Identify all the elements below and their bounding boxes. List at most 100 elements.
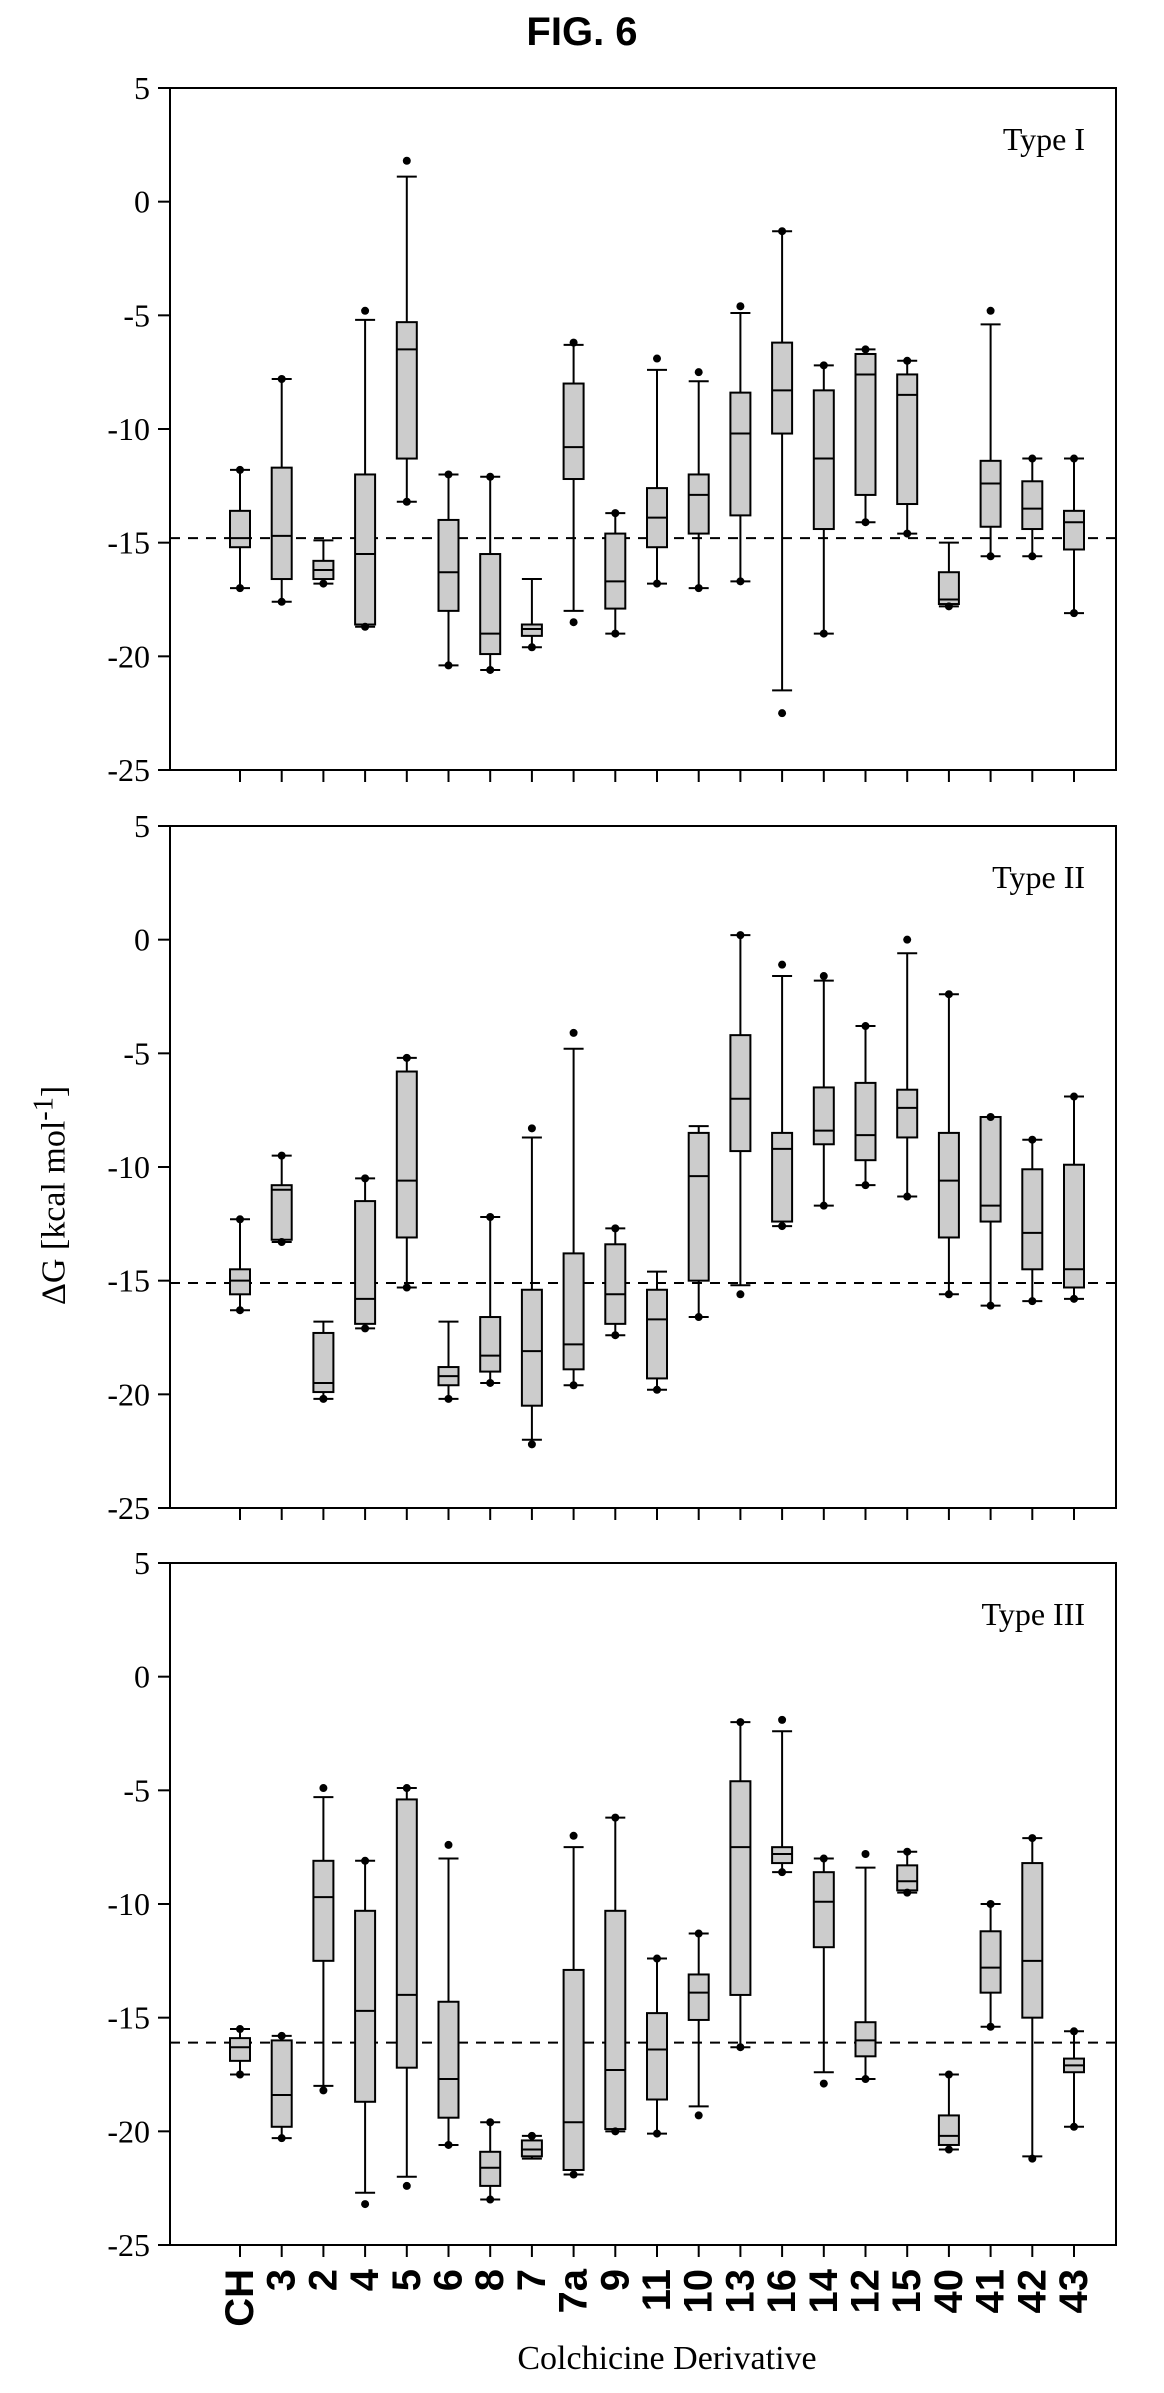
iqr-box: [604, 1243, 627, 1325]
category-label: 3: [260, 2269, 304, 2291]
outlier-point: [819, 972, 828, 981]
outlier-point: [944, 2145, 953, 2154]
box-11: [646, 1270, 668, 1394]
outlier-point: [819, 2079, 828, 2088]
outlier-point: [361, 1174, 370, 1183]
iqr-box: [646, 2012, 668, 2101]
box-15: [896, 1847, 919, 1897]
category-label: 6: [427, 2269, 471, 2291]
outlier-point: [653, 354, 661, 363]
box-9: [604, 1813, 627, 2136]
box-13: [729, 931, 752, 1299]
iqr-box: [437, 518, 460, 612]
iqr-box: [937, 1131, 960, 1239]
box-41: [979, 1112, 1002, 1310]
iqr-box: [729, 1034, 752, 1153]
box-7: [520, 578, 543, 652]
iqr-box: [687, 1131, 710, 1282]
outlier-point: [778, 1222, 787, 1231]
outlier-point: [569, 2170, 578, 2179]
box-5: [395, 156, 418, 506]
outlier-point: [277, 1238, 286, 1247]
outlier-point: [444, 470, 453, 479]
box-40: [937, 990, 960, 1299]
box-43: [1063, 454, 1085, 618]
iqr-box: [854, 352, 877, 496]
y-tick-label: -10: [107, 411, 150, 447]
outlier-point: [819, 1854, 828, 1863]
outlier-point: [402, 1283, 411, 1292]
outlier-point: [444, 661, 453, 670]
y-axis-label: ΔG [kcal mol-1]: [28, 1085, 73, 1305]
iqr-box: [479, 1316, 502, 1373]
outlier-point: [903, 1888, 912, 1897]
outlier-point: [986, 306, 995, 315]
iqr-box: [896, 373, 919, 506]
box-43: [1063, 2027, 1085, 2131]
iqr-box: [812, 389, 835, 531]
box-3: [270, 374, 293, 606]
outlier-point: [861, 1849, 870, 1858]
iqr-box: [395, 1798, 418, 2069]
outlier-point: [903, 935, 912, 944]
outlier-point: [778, 1715, 787, 1724]
box-10: [687, 1929, 710, 2120]
iqr-box: [354, 1909, 377, 2103]
box-15: [896, 356, 919, 538]
iqr-box: [854, 1081, 877, 1162]
iqr-box: [312, 1859, 335, 1962]
outlier-point: [611, 1813, 620, 1822]
y-tick-label: 5: [134, 808, 150, 844]
outlier-point: [986, 1900, 995, 1908]
outlier-point: [611, 1331, 620, 1340]
outlier-point: [361, 306, 370, 315]
category-label: 15: [885, 2269, 929, 2314]
iqr-box: [270, 1184, 293, 1241]
outlier-point: [1028, 552, 1037, 561]
outlier-point: [903, 529, 912, 538]
y-tick-label: -5: [123, 1035, 150, 1071]
category-label: 8: [468, 2269, 512, 2291]
outlier-point: [653, 2129, 661, 2138]
outlier-point: [569, 618, 578, 627]
box-41: [979, 1900, 1002, 2031]
outlier-point: [486, 1213, 495, 1222]
outlier-point: [986, 1112, 995, 1121]
box-16: [771, 227, 794, 718]
y-tick-label: 0: [134, 922, 150, 958]
y-tick-label: -5: [123, 1772, 150, 1808]
category-label: CH: [218, 2269, 262, 2327]
box-42: [1021, 454, 1044, 561]
iqr-box: [854, 2021, 877, 2058]
outlier-point: [861, 345, 870, 354]
outlier-point: [236, 2070, 244, 2079]
outlier-point: [736, 931, 745, 940]
iqr-box: [437, 2000, 460, 2119]
category-label: 7: [510, 2269, 554, 2291]
outlier-point: [611, 629, 620, 638]
outlier-point: [861, 1022, 870, 1031]
category-label: 11: [635, 2269, 679, 2311]
y-tick-label: -20: [107, 2113, 150, 2149]
iqr-box: [604, 1909, 627, 2131]
outlier-point: [1028, 454, 1037, 463]
iqr-box: [812, 1086, 835, 1146]
outlier-point: [236, 2025, 244, 2034]
box-15: [896, 935, 919, 1201]
iqr-box: [812, 1871, 835, 1949]
outlier-point: [277, 1151, 286, 1160]
box-14: [812, 1854, 835, 2088]
box-16: [771, 1715, 794, 1877]
outlier-point: [277, 2134, 286, 2143]
box-6: [437, 470, 460, 670]
box-40: [937, 2070, 960, 2154]
outlier-point: [819, 1201, 828, 1210]
outlier-point: [653, 1385, 661, 1394]
iqr-box: [354, 473, 377, 626]
box-9: [604, 509, 627, 638]
outlier-point: [694, 584, 703, 593]
iqr-box: [729, 1780, 752, 1996]
outlier-point: [486, 665, 495, 674]
iqr-box: [395, 321, 418, 460]
